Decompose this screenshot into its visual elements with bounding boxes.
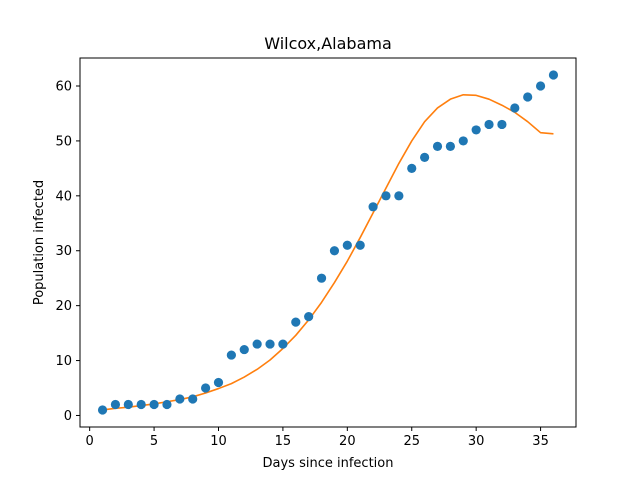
y-tick-label: 50 [55,134,72,149]
data-point [304,312,314,322]
y-tick-label: 30 [55,244,72,259]
data-point [265,339,275,349]
plot-frame [79,57,577,428]
data-point [123,399,133,410]
data-point [175,394,185,404]
data-point [445,141,455,152]
data-point [342,240,352,250]
data-point [188,394,198,404]
data-point [239,344,249,355]
data-point [162,399,172,410]
scatter-points-layer [97,70,559,415]
data-point [497,119,507,130]
x-axis-ticks: 0 5 10 15 20 25 30 35 [86,427,549,449]
x-tick-label: 0 [86,434,94,449]
data-point [201,383,211,393]
data-point [523,92,533,102]
y-tick-label: 0 [64,409,72,424]
x-tick-label: 20 [339,434,356,449]
data-point [471,125,481,135]
data-point [510,103,520,113]
data-point [291,317,301,327]
data-point [355,240,365,250]
y-tick-label: 40 [55,189,72,204]
data-point [213,377,224,388]
x-tick-label: 30 [468,434,485,449]
data-point [278,339,288,349]
data-point [394,191,404,201]
chart-title: Wilcox,Alabama [264,34,392,53]
y-tick-label: 60 [55,80,72,95]
data-point [110,399,121,410]
data-point [136,399,146,410]
x-tick-label: 35 [532,434,549,449]
data-point [458,136,468,146]
y-axis-ticks: 0 10 20 30 40 50 60 [55,80,80,424]
x-tick-label: 5 [150,434,158,449]
data-point [407,163,417,173]
data-point [252,339,262,349]
y-tick-label: 20 [55,299,72,314]
data-point [420,152,430,162]
data-point [381,191,391,201]
data-point [316,273,327,283]
data-point [368,202,378,212]
data-point [329,246,340,256]
data-point [432,141,443,152]
data-point [484,119,494,130]
data-point [548,70,559,80]
y-tick-label: 10 [55,354,72,369]
data-point [149,399,159,410]
x-tick-label: 15 [275,434,292,449]
data-point [97,405,108,415]
data-point [226,350,236,360]
x-tick-label: 10 [210,434,227,449]
y-axis-title: Population infected [32,180,47,305]
data-point [535,81,546,91]
x-tick-label: 25 [403,434,420,449]
x-axis-title: Days since infection [263,456,394,471]
